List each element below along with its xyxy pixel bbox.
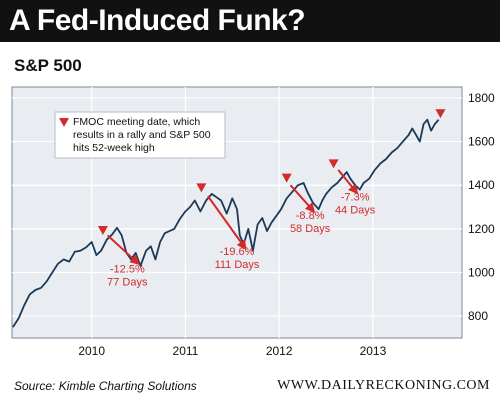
y-tick-label: 1800 — [468, 91, 495, 105]
decline-pct-label: -8.8% — [296, 210, 325, 222]
header-bar: A Fed-Induced Funk? — [0, 0, 500, 42]
decline-arrow — [289, 184, 316, 213]
decline-arrow — [106, 234, 141, 266]
decline-pct-label: -7.3% — [341, 191, 370, 203]
legend-text-line: results in a rally and S&P 500 — [73, 129, 211, 141]
decline-days-label: 111 Days — [215, 259, 260, 271]
y-tick-label: 1400 — [468, 178, 495, 192]
decline-days-label: 77 Days — [107, 277, 148, 289]
header-title: A Fed-Induced Funk? — [9, 4, 306, 37]
x-tick-label: 2012 — [266, 344, 293, 358]
fomc-marker — [281, 173, 292, 183]
x-tick-label: 2011 — [173, 344, 199, 358]
decline-days-label: 58 Days — [290, 223, 331, 235]
x-tick-label: 2010 — [78, 344, 105, 358]
legend-box — [54, 111, 226, 159]
legend-text-line: FMOC meeting date, which — [73, 116, 200, 128]
decline-arrow — [337, 169, 359, 195]
x-tick-label: 2013 — [360, 344, 387, 358]
fomc-marker — [328, 159, 339, 169]
fomc-marker — [196, 183, 207, 193]
y-tick-label: 1600 — [468, 135, 495, 149]
chart-title: S&P 500 — [14, 56, 82, 75]
decline-days-label: 44 Days — [335, 204, 376, 216]
sp500-line — [12, 118, 440, 328]
y-tick-label: 1000 — [468, 266, 495, 280]
decline-pct-label: -12.5% — [110, 264, 145, 276]
site-credit: WWW.DAILYRECKONING.COM — [277, 378, 490, 393]
decline-arrow — [207, 195, 247, 251]
decline-pct-label: -19.6% — [220, 246, 255, 258]
fomc-marker — [435, 109, 446, 119]
legend-marker-icon — [59, 118, 69, 127]
fomc-marker — [97, 225, 108, 235]
y-tick-label: 800 — [468, 309, 488, 323]
y-tick-label: 1200 — [468, 222, 495, 236]
legend-text-line: hits 52-week high — [73, 142, 155, 154]
source-credit: Source: Kimble Charting Solutions — [14, 379, 197, 393]
